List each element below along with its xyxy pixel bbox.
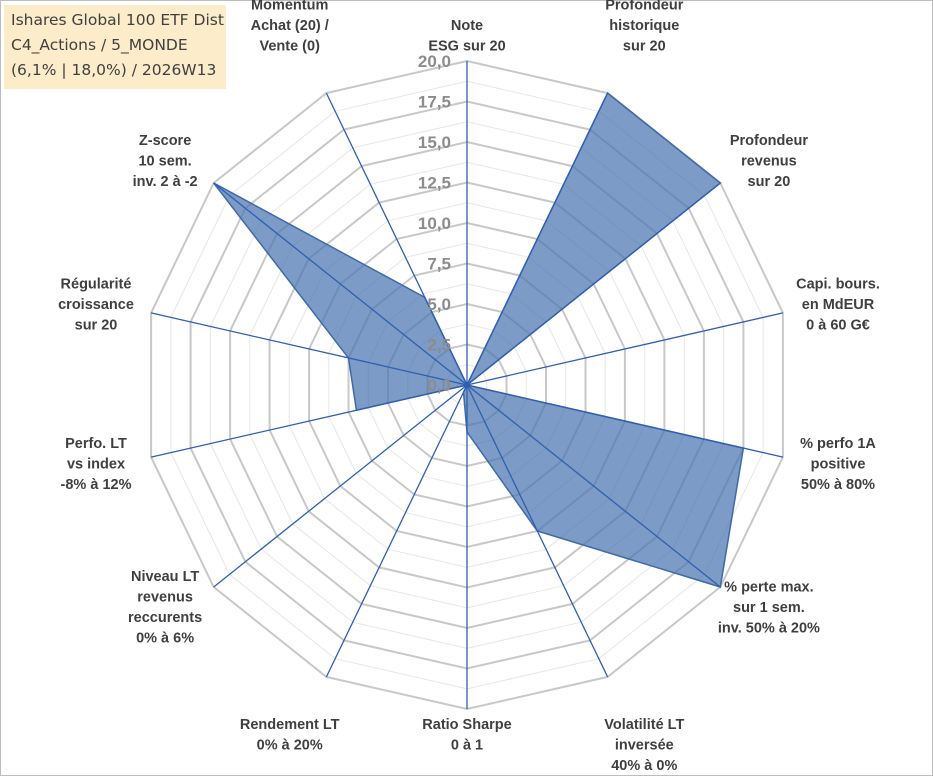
axis-label-line: en MdEUR	[802, 297, 875, 313]
axis-label-line: inv. 50% à 20%	[718, 621, 820, 637]
axis-label-line: Profondeur	[730, 133, 808, 149]
axis-label-line: sur 1 sem.	[733, 600, 805, 616]
axis-label-line: Z-score	[139, 133, 191, 149]
axis-label-line: Note	[451, 18, 483, 34]
axis-label: Profondeur historique sur 20	[605, 0, 683, 55]
axis-labels: Note ESG sur 20 Profondeur historique sur 20…	[58, 0, 880, 774]
tick-label: 20,0	[418, 52, 451, 71]
tick-label: 0,0	[427, 376, 451, 395]
tick-label: 15,0	[418, 133, 451, 152]
title-line-category: C4_Actions / 5_MONDE	[11, 36, 188, 54]
axis-label-line: revenus	[741, 154, 797, 170]
axis-label: Niveau LT revenus reccurents 0% à 6%	[128, 569, 202, 647]
title-line-fund: Ishares Global 100 ETF Dist	[11, 11, 224, 29]
axis-label: Z-score 10 sem. inv. 2 à -2	[133, 133, 198, 190]
axis-label: Régularité croissance sur 20	[58, 277, 134, 334]
axis-spoke	[466, 384, 609, 678]
axis-label-line: Rendement LT	[240, 717, 340, 733]
axis-spoke	[466, 92, 609, 386]
axis-label-line: 0 à 1	[451, 738, 483, 754]
axis-spoke	[466, 312, 784, 386]
axis-label: Rendement LT 0% à 20%	[240, 717, 340, 754]
axis-label: Note ESG sur 20	[428, 18, 505, 55]
axis-spoke	[213, 182, 468, 386]
axis-spoke	[466, 384, 784, 458]
axis-spoke	[325, 384, 468, 678]
tick-label: 10,0	[418, 214, 451, 233]
axis-label-line: revenus	[137, 590, 193, 606]
axis-label-line: reccurents	[128, 610, 202, 626]
title-line-stats: (6,1% | 18,0%) / 2026W13	[11, 61, 217, 79]
axis-label-line: Momentum	[251, 0, 328, 14]
axis-label: Ratio Sharpe 0 à 1	[422, 717, 511, 754]
axis-spoke	[150, 384, 468, 458]
axis-label-line: positive	[811, 456, 866, 472]
axis-label-line: % perfo 1A	[800, 436, 876, 452]
axis-label-line: Perfo. LT	[65, 436, 127, 452]
axis-label-line: Niveau LT	[131, 569, 199, 585]
axis-label-line: Vente (0)	[259, 39, 320, 55]
axis-label-line: Volatilité LT	[604, 717, 684, 733]
axis-label-line: -8% à 12%	[61, 477, 132, 493]
chart-title-box: Ishares Global 100 ETF Dist C4_Actions /…	[4, 5, 226, 89]
axis-spoke	[213, 384, 468, 588]
axis-spokes	[150, 61, 784, 709]
tick-label: 5,0	[427, 295, 451, 314]
axis-label-line: % perte max.	[724, 580, 813, 596]
axis-spoke	[466, 182, 721, 386]
axis-label-line: sur 20	[623, 39, 666, 55]
axis-label-line: inv. 2 à -2	[133, 174, 198, 190]
axis-label: % perte max. sur 1 sem. inv. 50% à 20%	[718, 580, 820, 637]
axis-label-line: historique	[609, 18, 679, 34]
axis-label-line: ESG sur 20	[428, 39, 505, 55]
axis-label-line: 0% à 20%	[257, 738, 323, 754]
axis-label: Capi. bours. en MdEUR 0 à 60 G€	[796, 277, 880, 334]
axis-label-line: Profondeur	[605, 0, 683, 14]
axis-spoke	[150, 312, 468, 386]
axis-label-line: 0 à 60 G€	[806, 318, 870, 334]
tick-labels: 0,0 2,5 5,0 7,5 10,0 12,5 15,0 17,5 20,0	[418, 52, 451, 395]
axis-label-line: 40% à 0%	[611, 758, 677, 774]
axis-spoke	[466, 384, 721, 588]
axis-label-line: vs index	[67, 456, 125, 472]
axis-label-line: 10 sem.	[138, 154, 191, 170]
axis-label-line: Achat (20) /	[251, 18, 329, 34]
axis-label: % perfo 1A positive 50% à 80%	[800, 436, 876, 493]
axis-label-line: sur 20	[75, 318, 118, 334]
axis-label-line: 0% à 6%	[136, 631, 194, 647]
tick-label: 7,5	[427, 255, 451, 274]
axis-label-line: croissance	[58, 297, 134, 313]
axis-label-line: Régularité	[61, 277, 132, 293]
tick-label: 17,5	[418, 93, 451, 112]
tick-label: 2,5	[427, 336, 451, 355]
axis-label-line: inversée	[615, 738, 674, 754]
axis-label-line: Capi. bours.	[796, 277, 880, 293]
axis-label: Momentum Achat (20) / Vente (0)	[251, 0, 329, 55]
axis-label-line: Ratio Sharpe	[422, 717, 511, 733]
axis-label-line: 50% à 80%	[801, 477, 875, 493]
axis-label: Perfo. LT vs index -8% à 12%	[61, 436, 132, 493]
axis-spoke	[325, 92, 468, 386]
axis-label: Profondeur revenus sur 20	[730, 133, 808, 190]
tick-label: 12,5	[418, 174, 451, 193]
axis-label: Volatilité LT inversée 40% à 0%	[604, 717, 684, 774]
axis-label-line: sur 20	[748, 174, 791, 190]
